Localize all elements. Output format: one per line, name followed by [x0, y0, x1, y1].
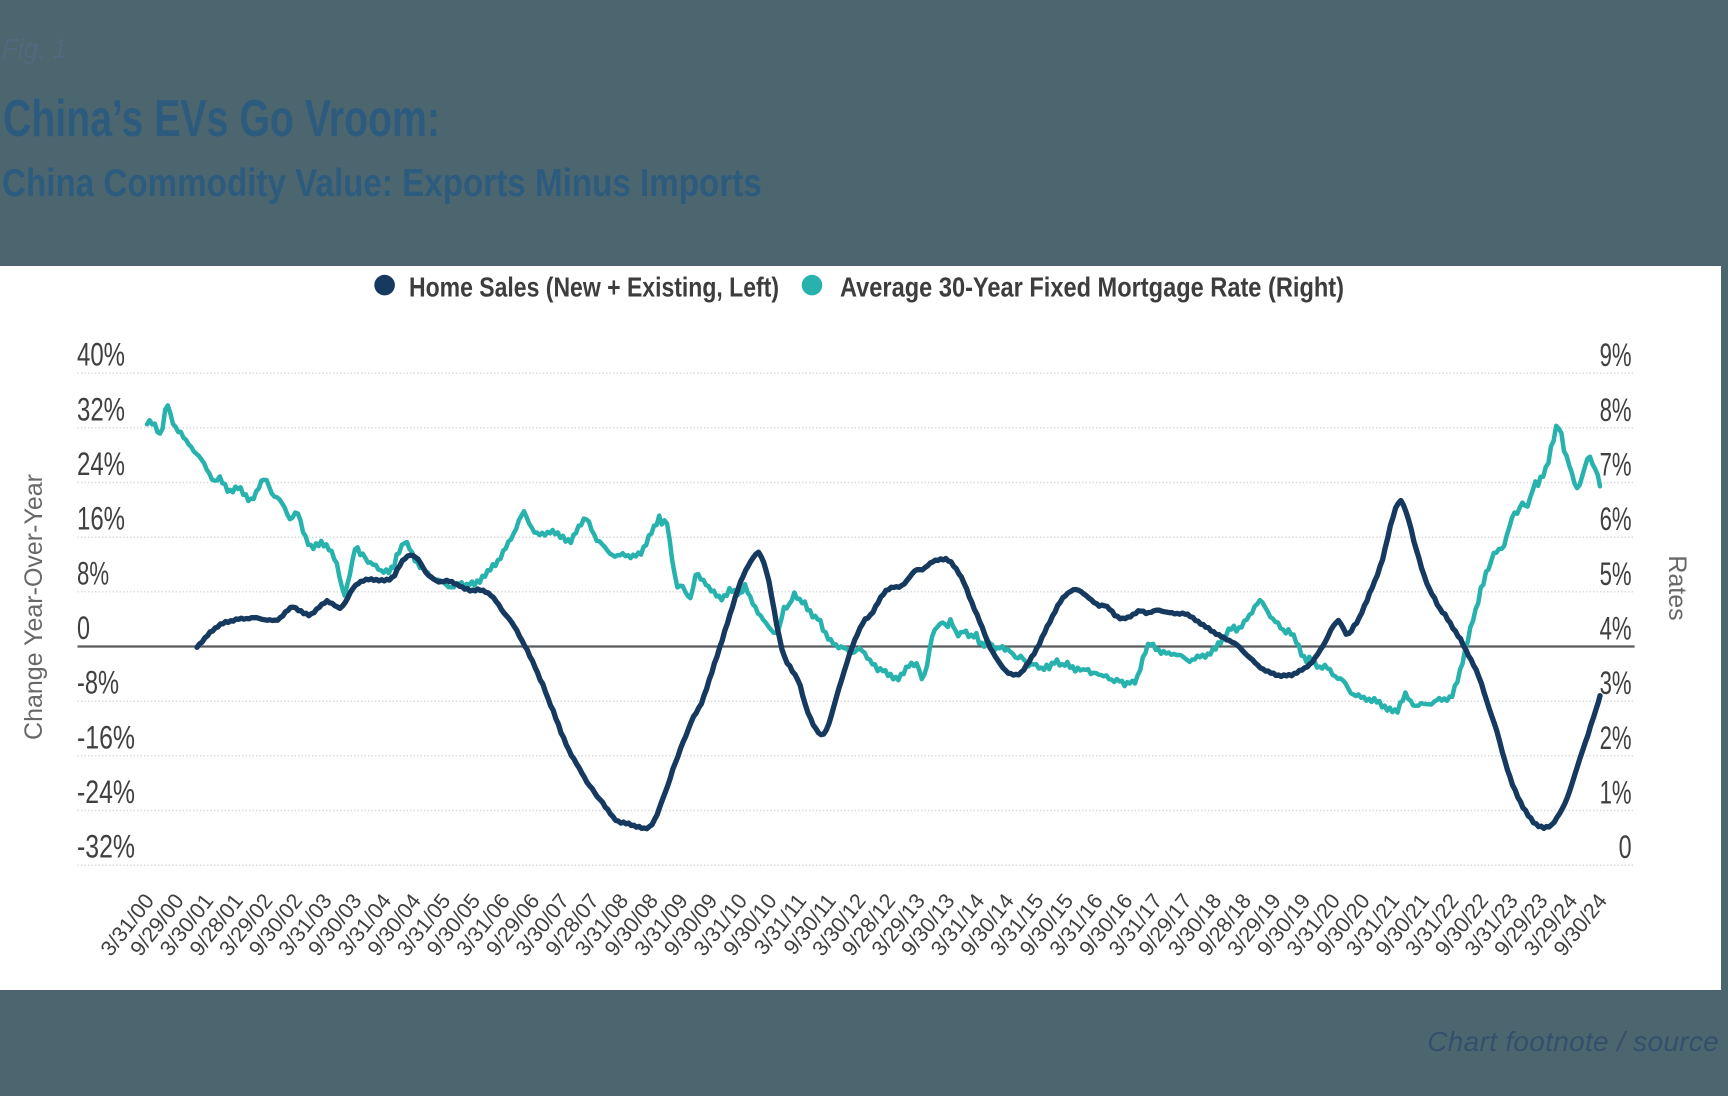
svg-text:0: 0 — [1619, 829, 1632, 865]
svg-text:8%: 8% — [1600, 392, 1632, 428]
svg-text:Rates: Rates — [1663, 555, 1691, 620]
svg-text:Change Year-Over-Year: Change Year-Over-Year — [20, 474, 48, 740]
svg-text:40%: 40% — [77, 337, 125, 373]
svg-text:5%: 5% — [1600, 556, 1632, 592]
svg-text:-16%: -16% — [77, 719, 135, 755]
svg-text:-8%: -8% — [77, 665, 119, 701]
svg-text:24%: 24% — [77, 446, 125, 482]
svg-text:32%: 32% — [77, 391, 125, 427]
svg-text:-32%: -32% — [77, 829, 135, 865]
svg-text:9%: 9% — [1600, 337, 1632, 373]
svg-text:16%: 16% — [77, 501, 125, 537]
svg-text:2%: 2% — [1600, 720, 1632, 756]
svg-text:Home Sales (New + Existing, Le: Home Sales (New + Existing, Left) — [409, 272, 779, 303]
svg-text:7%: 7% — [1600, 447, 1632, 483]
svg-text:8%: 8% — [77, 555, 109, 591]
svg-text:1%: 1% — [1600, 775, 1632, 811]
svg-text:Average 30-Year Fixed Mortgage: Average 30-Year Fixed Mortgage Rate (Rig… — [840, 272, 1344, 303]
svg-text:0: 0 — [77, 610, 90, 646]
svg-text:3%: 3% — [1600, 665, 1632, 701]
svg-text:-24%: -24% — [77, 774, 135, 810]
svg-text:4%: 4% — [1600, 611, 1632, 647]
svg-text:6%: 6% — [1600, 501, 1632, 537]
